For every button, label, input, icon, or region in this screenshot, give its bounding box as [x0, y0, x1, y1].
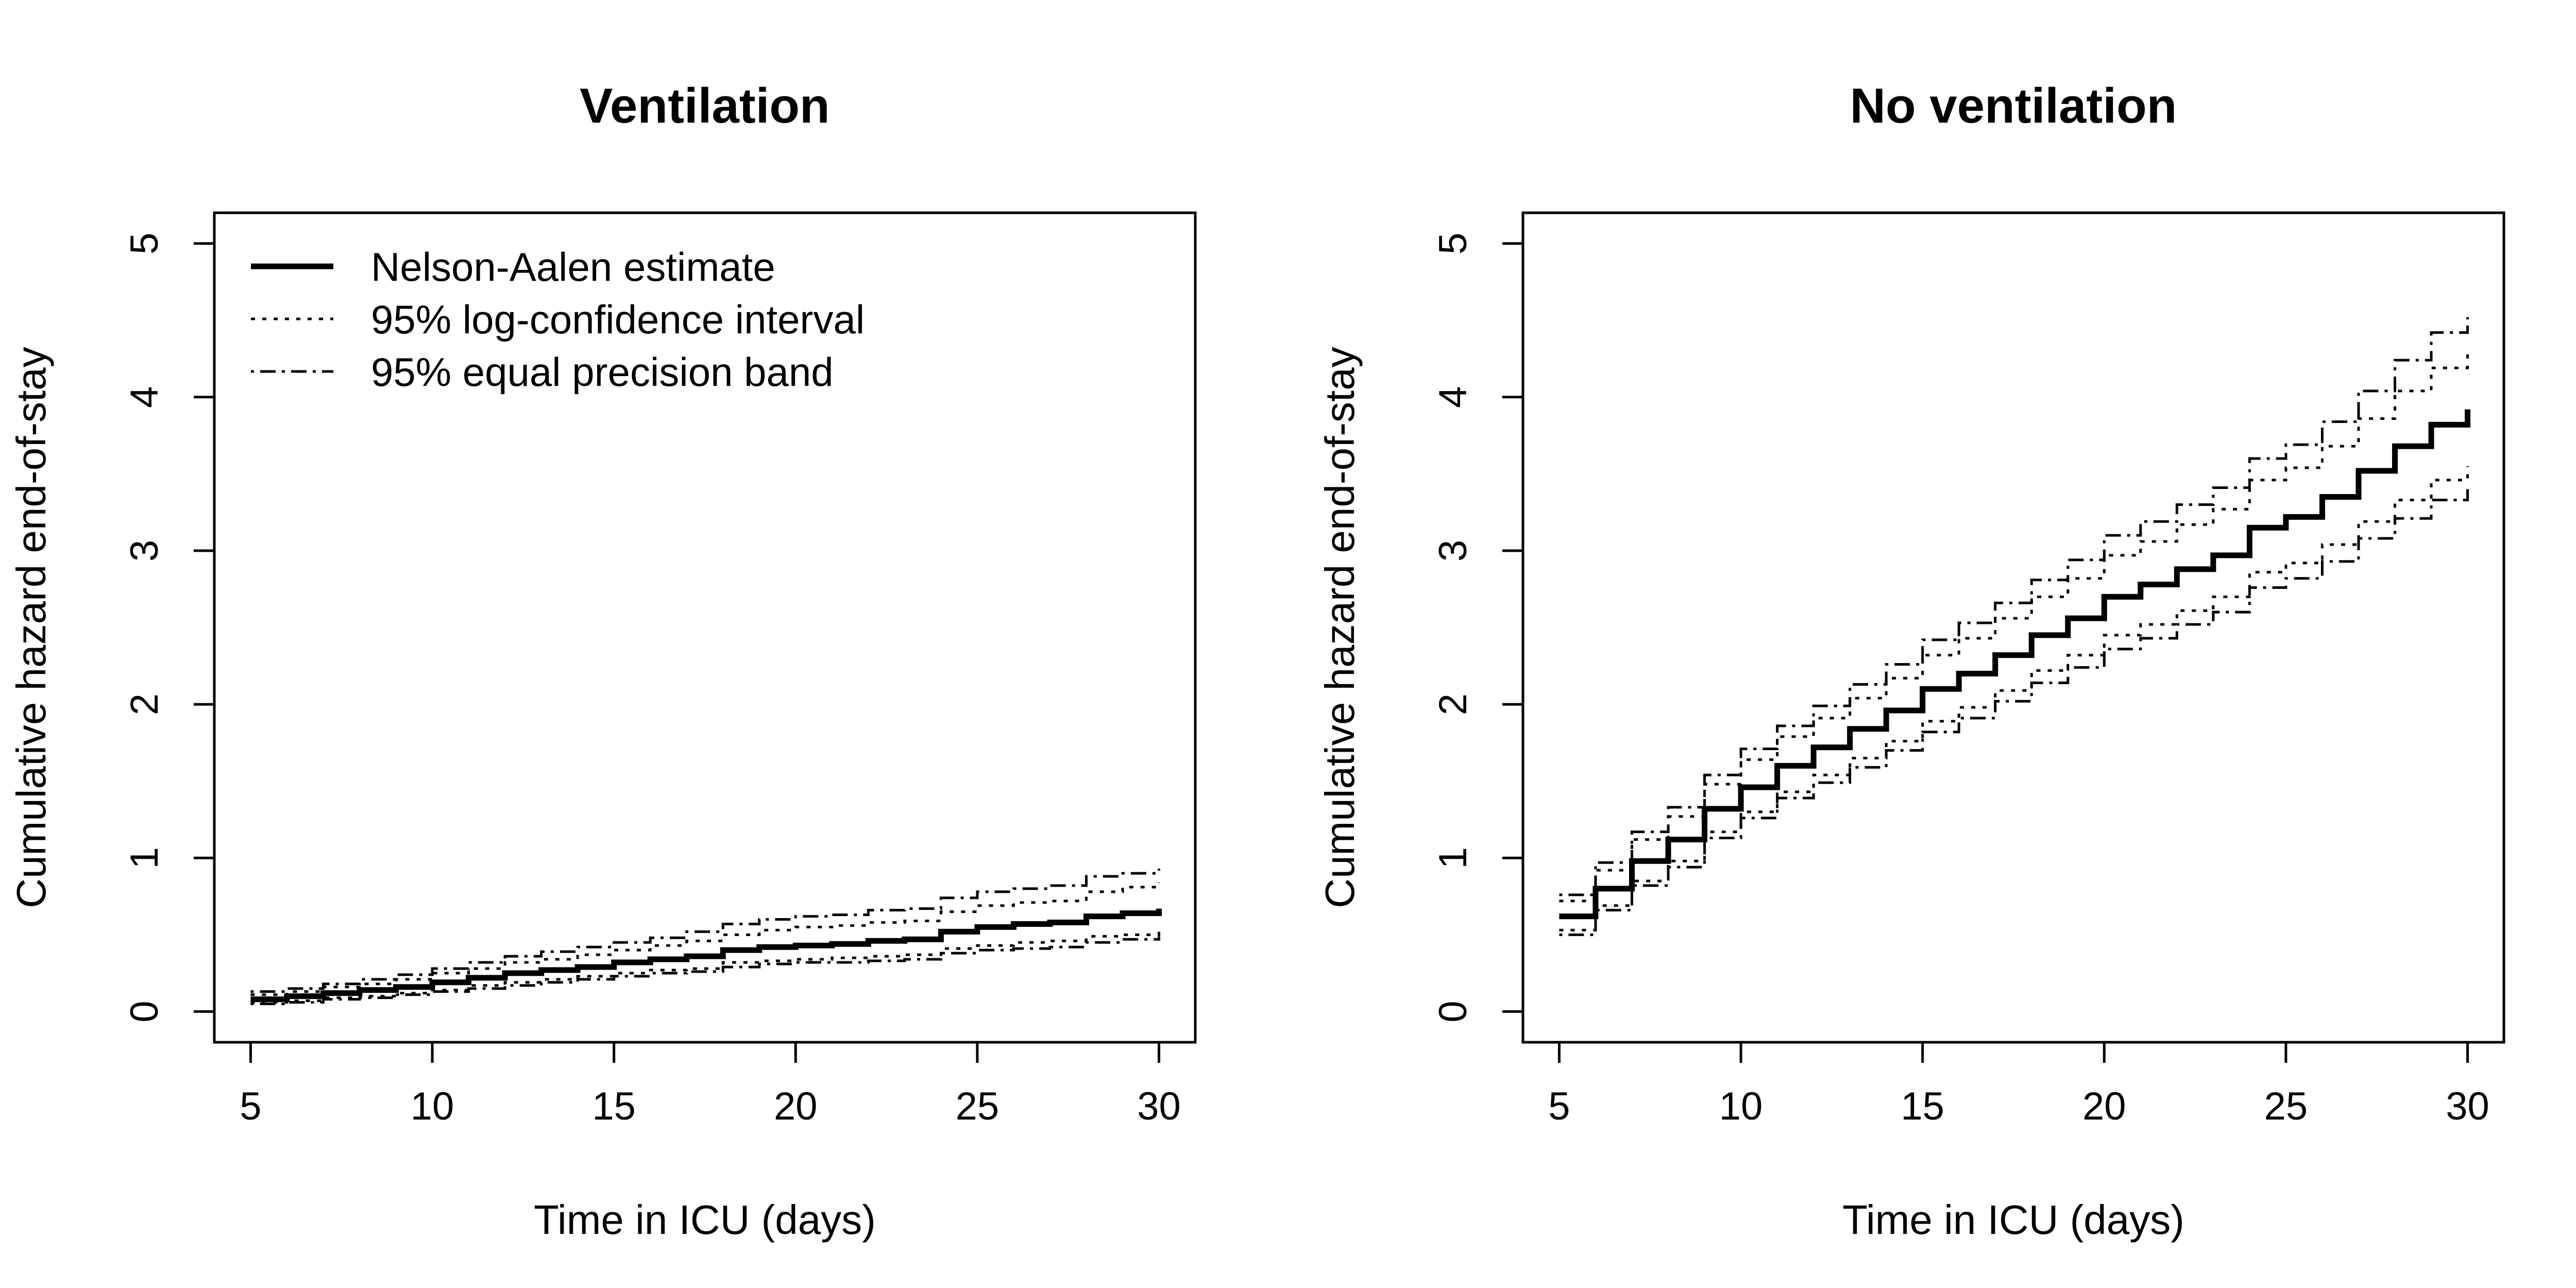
y-tick-label: 1	[123, 847, 166, 869]
x-tick-label: 20	[774, 1084, 818, 1128]
series-line	[250, 869, 1161, 993]
x-tick-label: 30	[1137, 1084, 1181, 1128]
series-line	[1559, 409, 2471, 920]
y-tick-label: 2	[123, 693, 166, 715]
chart-title: No ventilation	[1850, 78, 2177, 133]
x-tick-label: 5	[240, 1084, 261, 1128]
y-axis-label: Cumulative hazard end-of-stay	[8, 347, 54, 908]
x-axis-label: Time in ICU (days)	[1842, 1197, 2184, 1243]
legend-label-log-ci: 95% log-confidence interval	[371, 297, 865, 342]
x-tick-label: 30	[2446, 1084, 2489, 1128]
legend-label-estimate: Nelson-Aalen estimate	[371, 244, 775, 290]
x-axis-label: Time in ICU (days)	[534, 1197, 876, 1243]
y-tick-label: 4	[1431, 386, 1475, 408]
y-tick-label: 0	[123, 1001, 166, 1022]
panel-ventilation: Ventilation Time in ICU (days) Cumulativ…	[8, 78, 1197, 1243]
series-line	[1559, 466, 2469, 931]
series-line	[1559, 317, 2469, 896]
x-tick-label: 5	[1548, 1084, 1570, 1128]
x-tick-label: 25	[956, 1084, 999, 1128]
series-layer	[250, 869, 1162, 1006]
legend-label-ep-band: 95% equal precision band	[371, 349, 834, 395]
x-tick-label: 20	[2082, 1084, 2126, 1128]
series-line	[1559, 486, 2469, 936]
x-tick-label: 15	[1901, 1084, 1944, 1128]
y-axis-label: Cumulative hazard end-of-stay	[1317, 347, 1363, 908]
panel-no-ventilation: No ventilation Time in ICU (days) Cumula…	[1317, 78, 2505, 1243]
series-line	[250, 936, 1161, 1006]
y-tick-label: 0	[1431, 1001, 1475, 1022]
y-tick-label: 3	[123, 540, 166, 562]
y-tick-label: 2	[1431, 693, 1475, 715]
x-tick-label: 15	[592, 1084, 636, 1128]
series-line	[250, 882, 1161, 996]
legend: Nelson-Aalen estimate 95% log-confidence…	[251, 244, 865, 395]
y-tick-label: 3	[1431, 540, 1475, 562]
series-layer	[1559, 317, 2471, 936]
x-tick-label: 25	[2264, 1084, 2308, 1128]
y-tick-label: 5	[123, 232, 166, 254]
y-tick-label: 5	[1431, 232, 1475, 254]
x-tick-label: 10	[1719, 1084, 1763, 1128]
x-tick-label: 10	[411, 1084, 454, 1128]
plot-frame	[213, 211, 1197, 1044]
series-line	[1559, 351, 2469, 903]
plot-frame	[1521, 211, 2505, 1044]
series-line	[250, 908, 1162, 1003]
chart-title: Ventilation	[580, 78, 829, 133]
y-tick-label: 4	[123, 386, 166, 408]
y-tick-label: 1	[1431, 847, 1475, 869]
